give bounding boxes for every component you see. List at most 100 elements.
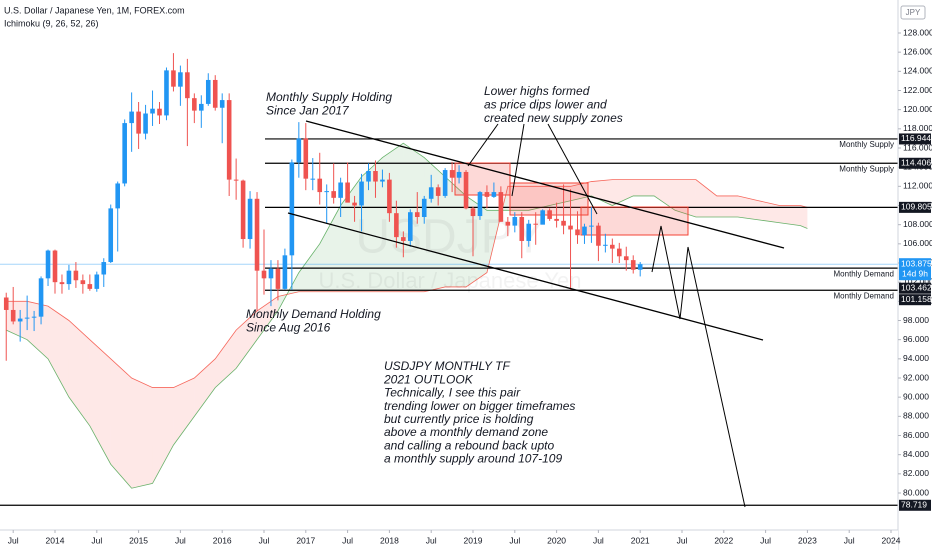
- candle-body: [45, 250, 51, 279]
- y-tick-label: 80.000: [903, 487, 929, 497]
- cloud-fill: [131, 378, 153, 489]
- cloud-fill: [319, 205, 341, 292]
- candle-body: [233, 179, 239, 181]
- x-tick-label: 2022: [714, 535, 733, 545]
- candles: [3, 53, 643, 361]
- level-label: Monthly Demand: [834, 269, 894, 278]
- candle-body: [442, 170, 448, 196]
- x-tick-label: Jul: [259, 535, 270, 545]
- x-tick-label: 2015: [129, 535, 148, 545]
- y-tick-label: 84.000: [903, 449, 929, 459]
- y-tick-label: 126.000: [903, 46, 932, 56]
- candle-body: [59, 282, 65, 285]
- y-tick-label: 122.000: [903, 85, 932, 95]
- annotation-text: and calling a rebound back upto: [384, 438, 554, 452]
- candle-body: [178, 72, 183, 87]
- axes: 128.000 126.000 124.000 122.000 120.000 118.0…: [8, 27, 932, 545]
- annotation-text: Since Jan 2017: [266, 104, 350, 118]
- level-label: Monthly Demand: [834, 291, 894, 300]
- candle-body: [282, 255, 288, 289]
- callout-line: [511, 123, 525, 197]
- cloud-fill: [236, 310, 258, 369]
- y-tick-label: 102.000: [903, 276, 932, 286]
- candle-body: [52, 250, 58, 283]
- x-tick-label: 2014: [46, 535, 65, 545]
- candle-body: [101, 262, 107, 275]
- candle-body: [94, 274, 100, 289]
- cloud-fill: [612, 179, 634, 206]
- annotation-text: 2021 OUTLOOK: [383, 372, 474, 386]
- x-tick-label: Jul: [760, 535, 771, 545]
- annotation-text: Technically, I see this pair: [384, 386, 521, 400]
- candle-body: [526, 223, 532, 241]
- cloud-fill: [152, 387, 174, 484]
- candle-body: [610, 244, 615, 249]
- candle-body: [463, 171, 469, 209]
- y-tick-label: 128.000: [903, 27, 932, 37]
- annotation-text: Lower highs formed: [484, 84, 590, 98]
- candle-body: [38, 278, 44, 317]
- candle-body: [630, 260, 636, 270]
- annotation-text: Monthly Demand Holding: [246, 307, 381, 321]
- candle-body: [352, 202, 357, 206]
- y-tick-label: 86.000: [903, 430, 929, 440]
- price-tag-label: 114.406: [901, 158, 931, 168]
- candle-body: [512, 217, 518, 226]
- candle-body: [589, 225, 594, 227]
- candle-body: [212, 79, 218, 108]
- x-tick-label: 2020: [547, 535, 566, 545]
- candle-body: [17, 318, 23, 322]
- candle-body: [575, 229, 580, 236]
- y-tick-label: 116.000: [903, 142, 932, 152]
- candle-body: [568, 225, 573, 230]
- candle-body: [73, 270, 79, 281]
- cloud-fill: [215, 330, 237, 388]
- callout-line: [547, 123, 598, 215]
- candle-body: [603, 244, 608, 246]
- projection-path: [651, 225, 746, 508]
- cloud-fill: [654, 179, 676, 211]
- y-tick-label: 90.000: [903, 391, 929, 401]
- price-tag: [899, 133, 931, 145]
- candle-body: [428, 187, 434, 199]
- countdown-label: 14d 9h: [902, 268, 928, 278]
- x-tick-label: Jul: [175, 535, 186, 545]
- x-tick-label: Jul: [91, 535, 102, 545]
- candle-body: [498, 192, 504, 222]
- candle-body: [324, 191, 329, 193]
- candle-body: [129, 111, 134, 124]
- candle-body: [24, 317, 30, 319]
- candle-body: [345, 182, 350, 203]
- candle-body: [477, 192, 483, 217]
- candle-body: [219, 100, 225, 108]
- cloud-fill: [716, 195, 738, 217]
- candle-body: [421, 198, 427, 217]
- candle-body: [596, 225, 601, 246]
- candle-body: [261, 270, 267, 279]
- candle-body: [199, 103, 204, 111]
- cloud-fill: [68, 320, 90, 426]
- callout-line: [467, 123, 499, 167]
- candle-body: [338, 182, 343, 198]
- candle-body: [205, 79, 211, 104]
- x-tick-label: Jul: [593, 535, 604, 545]
- price-tag-label: 101.158: [901, 294, 932, 304]
- candle-body: [192, 98, 197, 111]
- candle-body: [470, 208, 476, 217]
- candle-body: [122, 123, 127, 184]
- candle-body: [164, 70, 169, 116]
- cloud-fill: [758, 200, 780, 223]
- candle-body: [519, 217, 525, 241]
- candle-body: [359, 181, 364, 206]
- x-tick-label: Jul: [342, 535, 353, 545]
- supply-zone: [509, 182, 589, 216]
- indicator-label: Ichimoku (9, 26, 52, 26): [4, 18, 99, 28]
- y-tick-label: 108.000: [903, 219, 932, 229]
- x-tick-label: 2017: [296, 535, 315, 545]
- trend-line: [305, 120, 785, 249]
- cloud-fill: [779, 205, 801, 226]
- y-tick-label: 94.000: [903, 353, 929, 363]
- x-tick-label: Jul: [677, 535, 688, 545]
- x-tick-label: 2018: [380, 535, 399, 545]
- annotation-text: above a monthly demand zone: [384, 425, 548, 439]
